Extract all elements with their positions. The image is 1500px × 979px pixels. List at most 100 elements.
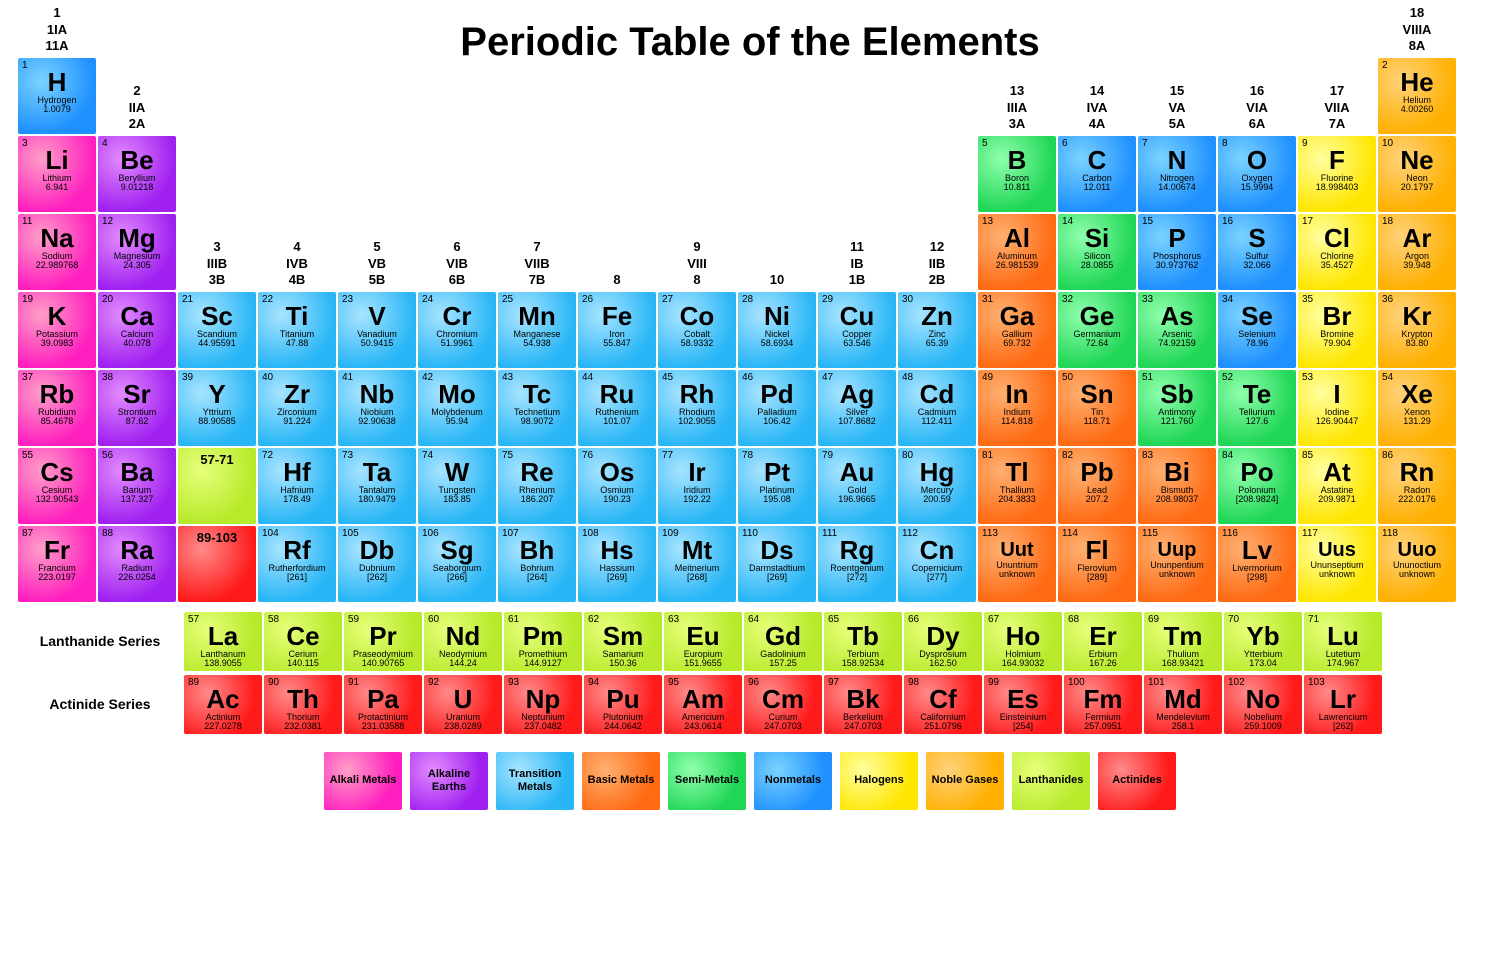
element-symbol: Uus <box>1301 540 1373 560</box>
element-symbol: Nb <box>341 381 413 407</box>
atomic-mass: [268] <box>661 573 733 582</box>
atomic-mass: 79.904 <box>1301 339 1373 348</box>
element-Gd: 64GdGadolinium157.25 <box>744 612 822 671</box>
element-symbol: Ru <box>581 381 653 407</box>
element-Bh: 107BhBohrium[264] <box>498 526 576 602</box>
atomic-mass: 91.224 <box>261 417 333 426</box>
element-Fl: 114FlFlerovium[289] <box>1058 526 1136 602</box>
element-Hg: 80HgMercury200.59 <box>898 448 976 524</box>
element-symbol: La <box>187 623 259 649</box>
atomic-number: 61 <box>508 614 519 625</box>
element-symbol: Ga <box>981 303 1053 329</box>
legend-act: Actinides <box>1098 752 1176 810</box>
atomic-number: 41 <box>342 372 353 383</box>
atomic-number: 10 <box>1382 138 1393 149</box>
element-symbol: Tm <box>1147 623 1219 649</box>
element-symbol: Mg <box>101 225 173 251</box>
atomic-number: 118 <box>1382 528 1398 539</box>
atomic-mass: 226.0254 <box>101 573 173 582</box>
element-symbol: Si <box>1061 225 1133 251</box>
lanthanide-row: Lanthanide Series57LaLanthanum138.905558… <box>18 612 1490 671</box>
element-symbol: Bh <box>501 537 573 563</box>
atomic-number: 98 <box>908 677 919 688</box>
element-symbol: U <box>427 686 499 712</box>
atomic-number: 42 <box>422 372 433 383</box>
element-In: 49InIndium114.818 <box>978 370 1056 446</box>
atomic-mass: 259.1009 <box>1227 722 1299 731</box>
atomic-number: 21 <box>182 294 193 305</box>
atomic-mass: 18.998403 <box>1301 183 1373 192</box>
atomic-mass: 186.207 <box>501 495 573 504</box>
element-symbol: Cm <box>747 686 819 712</box>
element-symbol: Am <box>667 686 739 712</box>
atomic-mass: 22.989768 <box>21 261 93 270</box>
element-Ga: 31GaGallium69.732 <box>978 292 1056 368</box>
atomic-mass: [289] <box>1061 573 1133 582</box>
atomic-number: 101 <box>1148 677 1165 688</box>
element-symbol: Xe <box>1381 381 1453 407</box>
atomic-mass: 47.88 <box>261 339 333 348</box>
group-header-11: 11 IB 1B <box>818 239 896 290</box>
atomic-mass: 151.9655 <box>667 659 739 668</box>
atomic-number: 25 <box>502 294 513 305</box>
atomic-mass: 121.760 <box>1141 417 1213 426</box>
element-Te: 52TeTellurium127.6 <box>1218 370 1296 446</box>
element-symbol: Po <box>1221 459 1293 485</box>
element-Rn: 86RnRadon222.0176 <box>1378 448 1456 524</box>
atomic-mass: 192.22 <box>661 495 733 504</box>
atomic-number: 66 <box>908 614 919 625</box>
atomic-number: 58 <box>268 614 279 625</box>
element-W: 74WTungsten183.85 <box>418 448 496 524</box>
element-Cl: 17ClChlorine35.4527 <box>1298 214 1376 290</box>
element-symbol: Br <box>1301 303 1373 329</box>
legend-alkali: Alkali Metals <box>324 752 402 810</box>
atomic-number: 6 <box>1062 138 1068 149</box>
atomic-mass: 54.938 <box>501 339 573 348</box>
element-Rh: 45RhRhodium102.9055 <box>658 370 736 446</box>
element-Cu: 29CuCopper63.546 <box>818 292 896 368</box>
atomic-number: 54 <box>1382 372 1393 383</box>
element-symbol: Cs <box>21 459 93 485</box>
atomic-number: 75 <box>502 450 513 461</box>
atomic-mass: [272] <box>821 573 893 582</box>
atomic-mass: 208.98037 <box>1141 495 1213 504</box>
element-symbol: S <box>1221 225 1293 251</box>
atomic-mass: 83.80 <box>1381 339 1453 348</box>
element-Tb: 65TbTerbium158.92534 <box>824 612 902 671</box>
element-At: 85AtAstatine209.9871 <box>1298 448 1376 524</box>
legend-trans: Transition Metals <box>496 752 574 810</box>
atomic-mass: 112.411 <box>901 417 973 426</box>
group-header-14: 14 IVA 4A <box>1058 83 1136 134</box>
element-symbol: Ta <box>341 459 413 485</box>
atomic-number: 84 <box>1222 450 1233 461</box>
group-header-13: 13 IIIA 3A <box>978 83 1056 134</box>
atomic-number: 100 <box>1068 677 1085 688</box>
atomic-number: 36 <box>1382 294 1393 305</box>
element-H: 1HHydrogen1.0079 <box>18 58 96 134</box>
element-symbol: Te <box>1221 381 1293 407</box>
atomic-number: 52 <box>1222 372 1233 383</box>
element-symbol: Fm <box>1067 686 1139 712</box>
element-Lv: 116LvLivermorium[298] <box>1218 526 1296 602</box>
element-S: 16SSulfur32.066 <box>1218 214 1296 290</box>
group-header-10: 10 <box>738 272 816 290</box>
element-symbol: Eu <box>667 623 739 649</box>
atomic-number: 5 <box>982 138 988 149</box>
atomic-mass: 32.066 <box>1221 261 1293 270</box>
atomic-mass: 24.305 <box>101 261 173 270</box>
element-Co: 27CoCobalt58.9332 <box>658 292 736 368</box>
atomic-number: 96 <box>748 677 759 688</box>
legend-alkearth: Alkaline Earths <box>410 752 488 810</box>
element-Sr: 38SrStrontium87.62 <box>98 370 176 446</box>
element-symbol: Tc <box>501 381 573 407</box>
atomic-number: 22 <box>262 294 273 305</box>
atomic-mass: 137.327 <box>101 495 173 504</box>
element-symbol: Ir <box>661 459 733 485</box>
atomic-number: 11 <box>22 216 32 227</box>
element-symbol: Lr <box>1307 686 1379 712</box>
element-symbol: Tl <box>981 459 1053 485</box>
element-Xe: 54XeXenon131.29 <box>1378 370 1456 446</box>
element-V: 23VVanadium50.9415 <box>338 292 416 368</box>
atomic-number: 62 <box>588 614 599 625</box>
atomic-mass: 69.732 <box>981 339 1053 348</box>
